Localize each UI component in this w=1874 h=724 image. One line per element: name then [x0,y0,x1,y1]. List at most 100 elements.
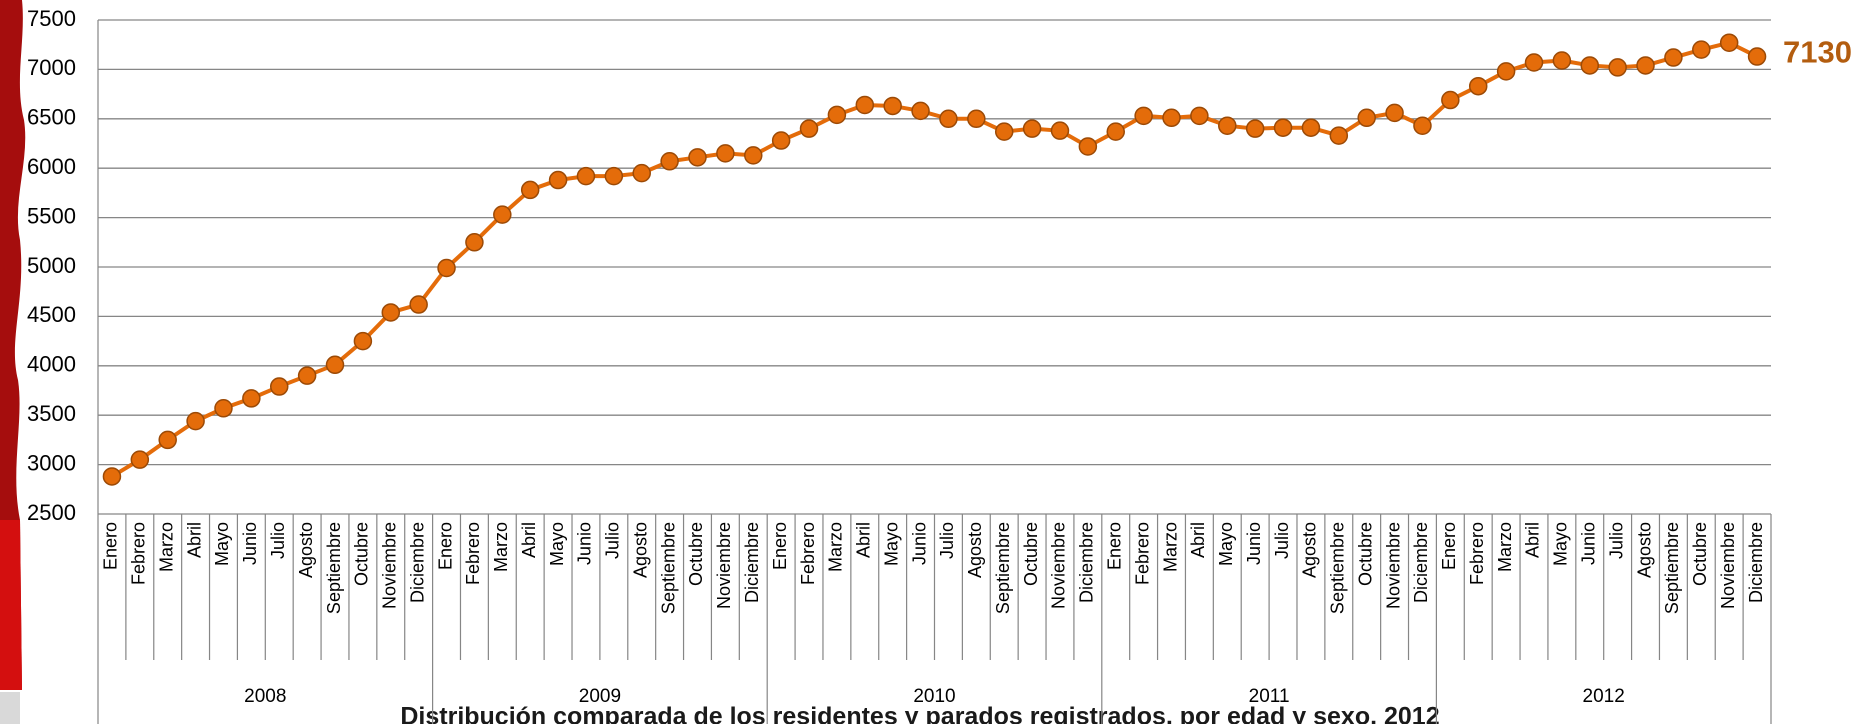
point [1524,53,1544,72]
line [110,40,1758,479]
point [465,233,484,252]
decoration [0,0,26,690]
point [1357,108,1376,128]
x-tick-label: Marzo [826,522,846,572]
y-tick-label: 4500 [27,302,76,327]
point [744,146,763,165]
x-tick-label: Septiembre [1662,522,1682,614]
point [967,109,986,129]
y-tick-label: 2500 [27,500,76,525]
point [1747,47,1767,66]
x-tick-label: Noviembre [714,522,734,609]
x-tick-label: Enero [435,522,455,570]
point [1134,106,1153,126]
x-tick-label: Febrero [1467,522,1487,585]
point [883,96,902,116]
point [102,467,122,486]
point [325,355,345,375]
x-tick-label: Junio [240,522,260,565]
point [994,122,1014,141]
group-label: 2010 [913,686,955,707]
point [1692,40,1711,59]
x-tick-label: Diciembre [1077,522,1097,603]
x-tick-label: Octubre [686,522,706,586]
point [1022,119,1042,138]
point [1245,119,1265,138]
point [576,166,596,186]
x-tick-label: Febrero [1132,522,1152,585]
decoration [0,692,20,724]
point [939,109,958,129]
x-tick-label: Diciembre [742,522,762,603]
point [158,430,177,450]
y-tick-label: 6500 [27,105,76,130]
point [1441,90,1460,110]
point [353,331,373,351]
point [1190,106,1209,126]
point [1608,58,1627,77]
point [409,295,428,314]
x-tick-label: Junio [1244,522,1264,565]
x-tick-label: Agosto [1634,522,1654,578]
y-tick-label: 3500 [27,401,76,426]
point [1580,56,1600,75]
point [716,144,735,163]
point [493,205,512,224]
x-tick-label: Noviembre [1049,522,1069,609]
y-tick-label: 5500 [27,203,76,228]
x-tick-label: Abril [519,522,539,558]
x-tick-label: Noviembre [1383,522,1403,609]
point [520,180,540,200]
point [548,170,568,190]
point [1468,76,1488,96]
group-label: 2009 [579,686,621,707]
point [632,163,651,183]
point [1078,137,1098,156]
point [1636,56,1655,75]
x-tick-label: Marzo [491,522,511,572]
x-tick-label: Septiembre [1328,522,1348,614]
x-tick-label: Mayo [212,522,232,566]
x-tick-label: Febrero [463,522,483,585]
x-tick-label: Abril [184,522,204,558]
point [1664,48,1683,67]
x-tick-label: Mayo [1216,522,1236,566]
point [771,131,791,150]
point [911,101,930,121]
x-tick-label: Marzo [156,522,176,572]
x-tick-label: Mayo [1551,522,1571,566]
data-label: 7130 [1783,35,1852,70]
point [1329,126,1349,145]
x-tick-label: Octubre [1355,522,1375,586]
x-tick-label: Octubre [1690,522,1710,586]
point [130,450,150,469]
point [827,105,847,125]
point [381,303,401,322]
point [1162,108,1181,128]
x-tick-label: Abril [1188,522,1208,558]
point [1218,116,1237,135]
x-tick-label: Febrero [129,522,149,585]
point [437,258,456,278]
y-tick-label: 7000 [27,55,76,80]
x-tick-label: Octubre [1021,522,1041,586]
decoration [0,520,22,690]
x-tick-label: Enero [1104,522,1124,570]
y-tick-label: 3000 [27,450,76,475]
x-tick-label: Julio [1606,522,1626,559]
point [242,389,261,408]
x-tick-label: Febrero [798,522,818,585]
point [1413,116,1432,135]
x-tick-label: Diciembre [1746,522,1766,603]
y-tick-label: 4000 [27,352,76,377]
group-label: 2011 [1249,686,1290,707]
point [688,148,707,167]
point [1301,118,1321,137]
point [855,95,875,115]
group-label: 2012 [1583,686,1625,707]
x-tick-label: Enero [101,522,121,570]
x-tick-label: Agosto [630,522,650,578]
x-tick-label: Julio [1272,522,1292,559]
x-tick-label: Diciembre [407,522,427,603]
x-tick-label: Septiembre [993,522,1013,614]
